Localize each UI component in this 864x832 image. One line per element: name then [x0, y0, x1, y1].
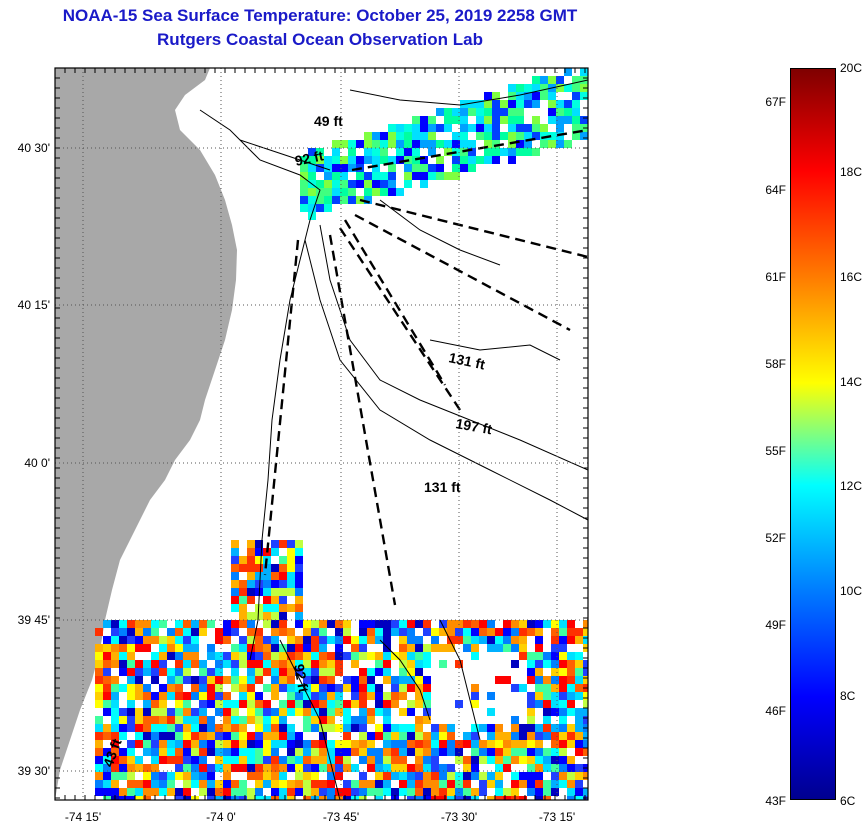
colorbar-c-label: 14C	[840, 375, 863, 389]
colorbar-c-label: 6C	[840, 794, 856, 808]
colorbar-f-label: 67F	[765, 95, 786, 109]
colorbar-c-label: 16C	[840, 270, 863, 284]
lon-label: -73 45'	[322, 810, 360, 824]
colorbar-f-label: 58F	[765, 357, 786, 371]
map-subtitle: Rutgers Coastal Ocean Observation Lab	[157, 30, 483, 49]
depth-label: 92 ft	[291, 663, 312, 694]
land-mass	[55, 68, 237, 800]
colorbar-c-label: 18C	[840, 165, 863, 179]
lon-label: -73 30'	[440, 810, 478, 824]
depth-label: 197 ft	[454, 415, 493, 437]
depth-contours	[199, 79, 588, 800]
lon-label: -74 15'	[64, 810, 102, 824]
bay-land	[95, 85, 140, 125]
lon-label: -74 0'	[206, 810, 236, 824]
lat-lon-grid	[55, 68, 588, 800]
depth-label: 131 ft	[424, 479, 461, 495]
transect-lines	[263, 128, 588, 606]
colorbar-f-label: 49F	[765, 618, 786, 632]
colorbar-f-label: 43F	[765, 794, 786, 808]
colorbar-f-label: 64F	[765, 183, 786, 197]
colorbar-f-label: 46F	[765, 704, 786, 718]
lat-label: 39 45'	[17, 613, 50, 627]
depth-label: 131 ft	[447, 349, 486, 372]
colorbar-f-label: 61F	[765, 270, 786, 284]
depth-label: 92 ft	[293, 147, 325, 169]
colorbar-c-label: 12C	[840, 479, 863, 493]
lon-label: -73 15'	[538, 810, 576, 824]
colorbar-c-label: 8C	[840, 689, 856, 703]
lat-label: 39 30'	[17, 764, 50, 778]
colorbar-f-label: 55F	[765, 444, 786, 458]
colorbar-c-label: 20C	[840, 61, 863, 75]
lat-label: 40 15'	[17, 298, 50, 312]
map-frame	[54, 67, 589, 801]
colorbar-c-label: 10C	[840, 584, 863, 598]
sst-south-patch	[95, 540, 588, 800]
colorbar-f-label: 52F	[765, 531, 786, 545]
depth-label: 49 ft	[314, 113, 343, 129]
temperature-colorbar	[790, 68, 836, 800]
lat-label: 40 30'	[17, 141, 50, 155]
map-title: NOAA-15 Sea Surface Temperature: October…	[62, 6, 578, 25]
sst-north-patch	[300, 68, 588, 220]
lat-label: 40 0'	[24, 456, 50, 470]
